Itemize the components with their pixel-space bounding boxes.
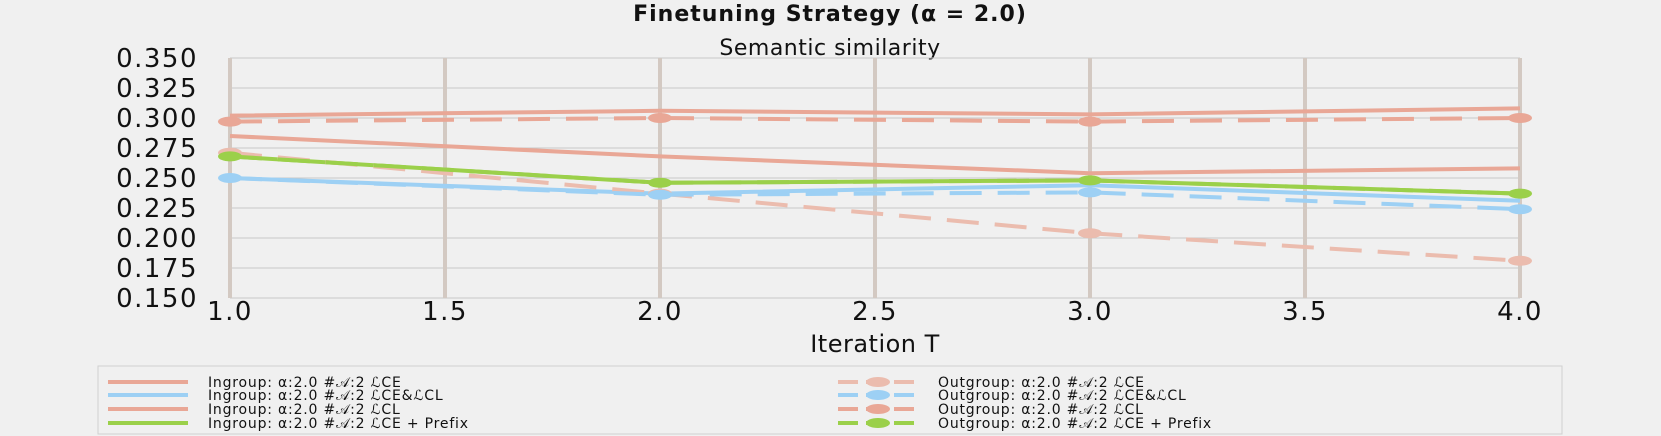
series-point: [1508, 255, 1532, 266]
legend-frame: [97, 365, 1563, 435]
legend-marker: [866, 404, 890, 414]
chart-title: Semantic similarity: [719, 36, 940, 61]
series-point: [648, 189, 672, 200]
series-lines: [218, 106, 1532, 266]
series-point: [1508, 113, 1532, 123]
axes: 0.3500.3250.3000.2750.2500.2250.2000.175…: [116, 44, 1543, 327]
series-line: [229, 134, 1521, 176]
x-axis-label: Iteration T: [810, 330, 940, 358]
series-point: [218, 173, 242, 183]
series-point: [218, 116, 242, 127]
series-point: [648, 113, 672, 123]
y-tick-label: 0.225: [116, 194, 198, 224]
series-line: [229, 115, 1521, 124]
y-tick-label: 0.325: [116, 74, 198, 104]
series-point: [1078, 187, 1102, 198]
series-line: [229, 176, 1521, 212]
series-line: [229, 150, 1521, 263]
y-tick-label: 0.350: [116, 44, 198, 74]
series-point: [1078, 228, 1102, 239]
y-tick-label: 0.250: [116, 164, 198, 194]
legend-label: Outgroup: α:2.0 #𝒜:2 ℒCE + Prefix: [938, 416, 1212, 432]
series-point: [1078, 116, 1102, 127]
series-point: [1508, 204, 1532, 215]
legend-label: Ingroup: α:2.0 #𝒜:2 ℒCL: [208, 402, 401, 418]
series-line: [229, 106, 1521, 118]
chart-suptitle: Finetuning Strategy (α = 2.0): [633, 2, 1027, 27]
y-tick-label: 0.300: [116, 104, 198, 134]
x-tick-label: 4.0: [1497, 297, 1543, 327]
legend-marker: [866, 390, 890, 400]
legend-marker: [866, 418, 890, 428]
legend-label: Outgroup: α:2.0 #𝒜:2 ℒCE: [938, 375, 1145, 391]
y-tick-label: 0.200: [116, 224, 198, 254]
series-point: [1078, 175, 1102, 186]
x-tick-label: 3.0: [1067, 297, 1113, 327]
legend-label: Ingroup: α:2.0 #𝒜:2 ℒCE + Prefix: [208, 416, 469, 432]
grid: [228, 57, 1522, 299]
series-line: [229, 154, 1521, 196]
y-tick-label: 0.175: [116, 254, 198, 284]
series-point: [1508, 188, 1532, 199]
x-tick-label: 3.5: [1282, 297, 1328, 327]
x-tick-label: 2.5: [852, 297, 898, 327]
y-tick-label: 0.150: [116, 284, 198, 314]
x-tick-label: 1.0: [207, 297, 253, 327]
legend-label: Ingroup: α:2.0 #𝒜:2 ℒCE&ℒCL: [208, 388, 443, 404]
legend-label: Outgroup: α:2.0 #𝒜:2 ℒCL: [938, 402, 1144, 418]
x-tick-label: 2.0: [637, 297, 683, 327]
legend-label: Ingroup: α:2.0 #𝒜:2 ℒCE: [208, 375, 402, 391]
series-point: [648, 177, 672, 188]
series-point: [218, 151, 242, 162]
x-tick-label: 1.5: [422, 297, 468, 327]
legend-label: Outgroup: α:2.0 #𝒜:2 ℒCE&ℒCL: [938, 388, 1187, 404]
y-tick-label: 0.275: [116, 134, 198, 164]
legend-marker: [866, 377, 890, 387]
